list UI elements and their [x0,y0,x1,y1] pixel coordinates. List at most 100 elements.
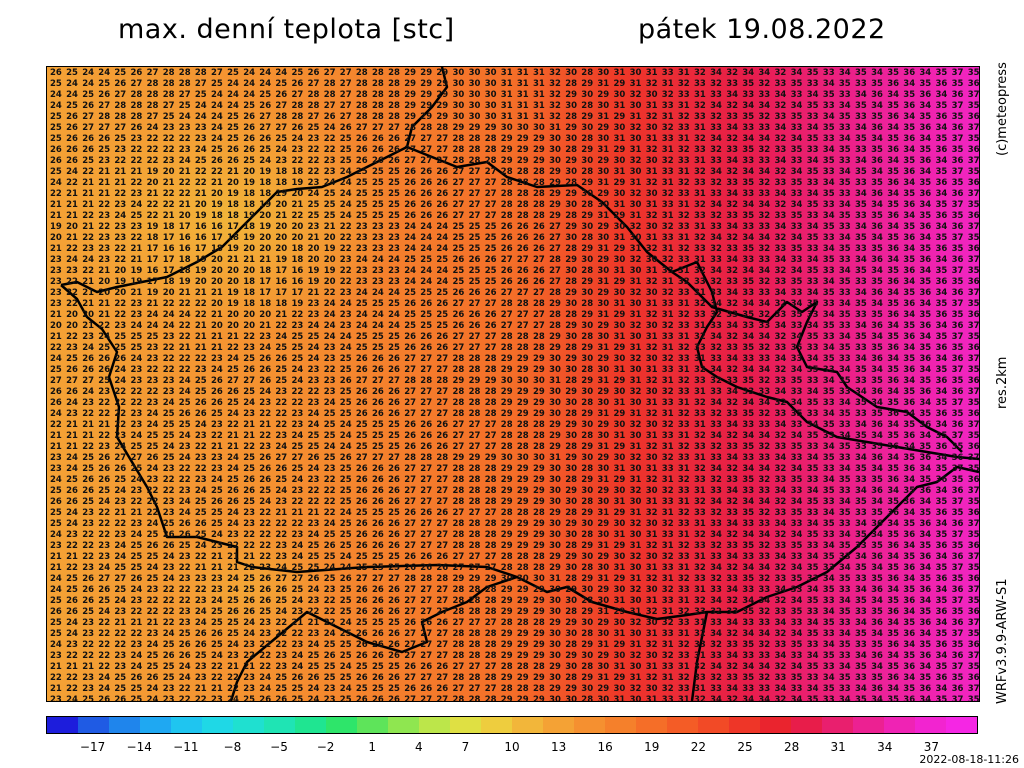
grid-temperature-value: 34 [855,453,867,463]
grid-temperature-value: 23 [130,134,143,144]
grid-temperature-value: 33 [661,332,674,342]
grid-temperature-value: 36 [935,79,948,89]
grid-temperature-value: 31 [694,387,706,397]
grid-temperature-value: 29 [565,90,578,100]
grid-temperature-value: 23 [146,629,159,639]
grid-temperature-value: 30 [500,123,513,133]
grid-temperature-value: 24 [162,552,175,562]
grid-temperature-value: 36 [935,211,948,221]
colorbar-swatch [822,717,853,733]
grid-temperature-value: 21 [114,167,127,177]
grid-temperature-value: 29 [565,189,578,199]
grid-temperature-value: 21 [259,420,272,430]
grid-temperature-value: 34 [935,189,948,199]
grid-temperature-value: 34 [742,695,755,702]
grid-temperature-value: 24 [178,673,191,683]
grid-temperature-value: 22 [291,211,304,221]
grid-temperature-value: 24 [66,255,78,265]
grid-temperature-value: 33 [806,112,819,122]
grid-temperature-value: 31 [694,90,706,100]
grid-temperature-value: 27 [355,376,368,386]
grid-temperature-value: 25 [82,453,95,463]
grid-temperature-value: 34 [871,68,883,78]
grid-temperature-value: 29 [597,585,610,595]
grid-temperature-value: 24 [50,409,62,419]
grid-temperature-value: 26 [436,442,449,452]
grid-temperature-value: 24 [291,552,304,562]
grid-temperature-value: 34 [774,453,787,463]
grid-temperature-value: 34 [822,376,835,386]
grid-temperature-value: 35 [838,211,851,221]
grid-temperature-value: 24 [339,167,352,177]
grid-temperature-value: 23 [162,464,175,474]
grid-temperature-value: 26 [436,332,449,342]
grid-temperature-value: 22 [146,508,159,518]
grid-temperature-value: 22 [339,277,352,287]
grid-temperature-value: 26 [66,497,78,507]
grid-temperature-value: 36 [871,618,883,628]
grid-temperature-value: 23 [194,673,207,683]
grid-temperature-value: 34 [742,662,755,672]
grid-temperature-value: 36 [903,68,916,78]
grid-temperature-value: 34 [822,640,835,650]
grid-temperature-value: 24 [66,618,78,628]
grid-temperature-value: 24 [275,486,288,496]
grid-temperature-value: 24 [323,519,336,529]
grid-temperature-value: 26 [372,530,384,540]
grid-temperature-value: 34 [903,79,916,89]
grid-temperature-value: 25 [243,464,256,474]
grid-temperature-value: 22 [323,596,336,606]
grid-temperature-value: 27 [404,409,417,419]
grid-temperature-value: 20 [227,277,239,287]
grid-temperature-value: 26 [50,156,62,166]
grid-temperature-value: 25 [372,431,384,441]
grid-temperature-value: 26 [50,398,62,408]
grid-temperature-value: 26 [355,387,368,397]
grid-temperature-value: 25 [275,134,288,144]
grid-temperature-value: 31 [661,574,674,584]
grid-temperature-value: 25 [307,651,320,661]
grid-temperature-value: 23 [211,541,223,551]
grid-temperature-value: 22 [275,420,288,430]
grid-temperature-value: 36 [903,101,916,111]
grid-temperature-value: 20 [211,321,223,331]
grid-temperature-value: 31 [597,112,610,122]
grid-temperature-value: 23 [50,453,62,463]
grid-temperature-value: 36 [903,365,916,375]
grid-temperature-value: 26 [114,354,127,364]
grid-temperature-value: 37 [951,233,964,243]
grid-temperature-value: 35 [967,266,980,276]
grid-temperature-value: 28 [581,365,594,375]
grid-temperature-value: 31 [645,431,658,441]
grid-temperature-value: 32 [694,464,706,474]
grid-temperature-value: 26 [533,266,545,276]
grid-temperature-value: 21 [194,288,207,298]
grid-temperature-value: 22 [243,442,256,452]
grid-temperature-value: 36 [935,673,948,683]
grid-temperature-value: 34 [806,90,819,100]
grid-temperature-value: 28 [581,332,594,342]
grid-temperature-value: 22 [307,167,320,177]
grid-temperature-value: 29 [565,255,578,265]
grid-temperature-value: 26 [500,244,513,254]
grid-temperature-value: 29 [468,123,481,133]
grid-temperature-value: 21 [82,189,95,199]
grid-temperature-value: 34 [726,519,739,529]
grid-temperature-value: 33 [806,244,819,254]
grid-temperature-value: 27 [162,101,175,111]
grid-temperature-value: 27 [404,607,417,617]
grid-temperature-value: 34 [774,552,787,562]
grid-temperature-value: 32 [710,442,722,452]
grid-temperature-value: 23 [114,145,127,155]
grid-temperature-value: 25 [452,244,465,254]
grid-temperature-value: 33 [726,475,739,485]
grid-temperature-value: 34 [855,486,867,496]
grid-temperature-value: 34 [919,596,932,606]
grid-temperature-value: 30 [613,387,626,397]
grid-temperature-value: 21 [227,662,239,672]
grid-temperature-value: 26 [372,695,384,702]
grid-temperature-value: 27 [372,453,384,463]
grid-temperature-value: 33 [710,255,722,265]
grid-temperature-value: 22 [162,343,175,353]
grid-temperature-value: 34 [790,629,803,639]
